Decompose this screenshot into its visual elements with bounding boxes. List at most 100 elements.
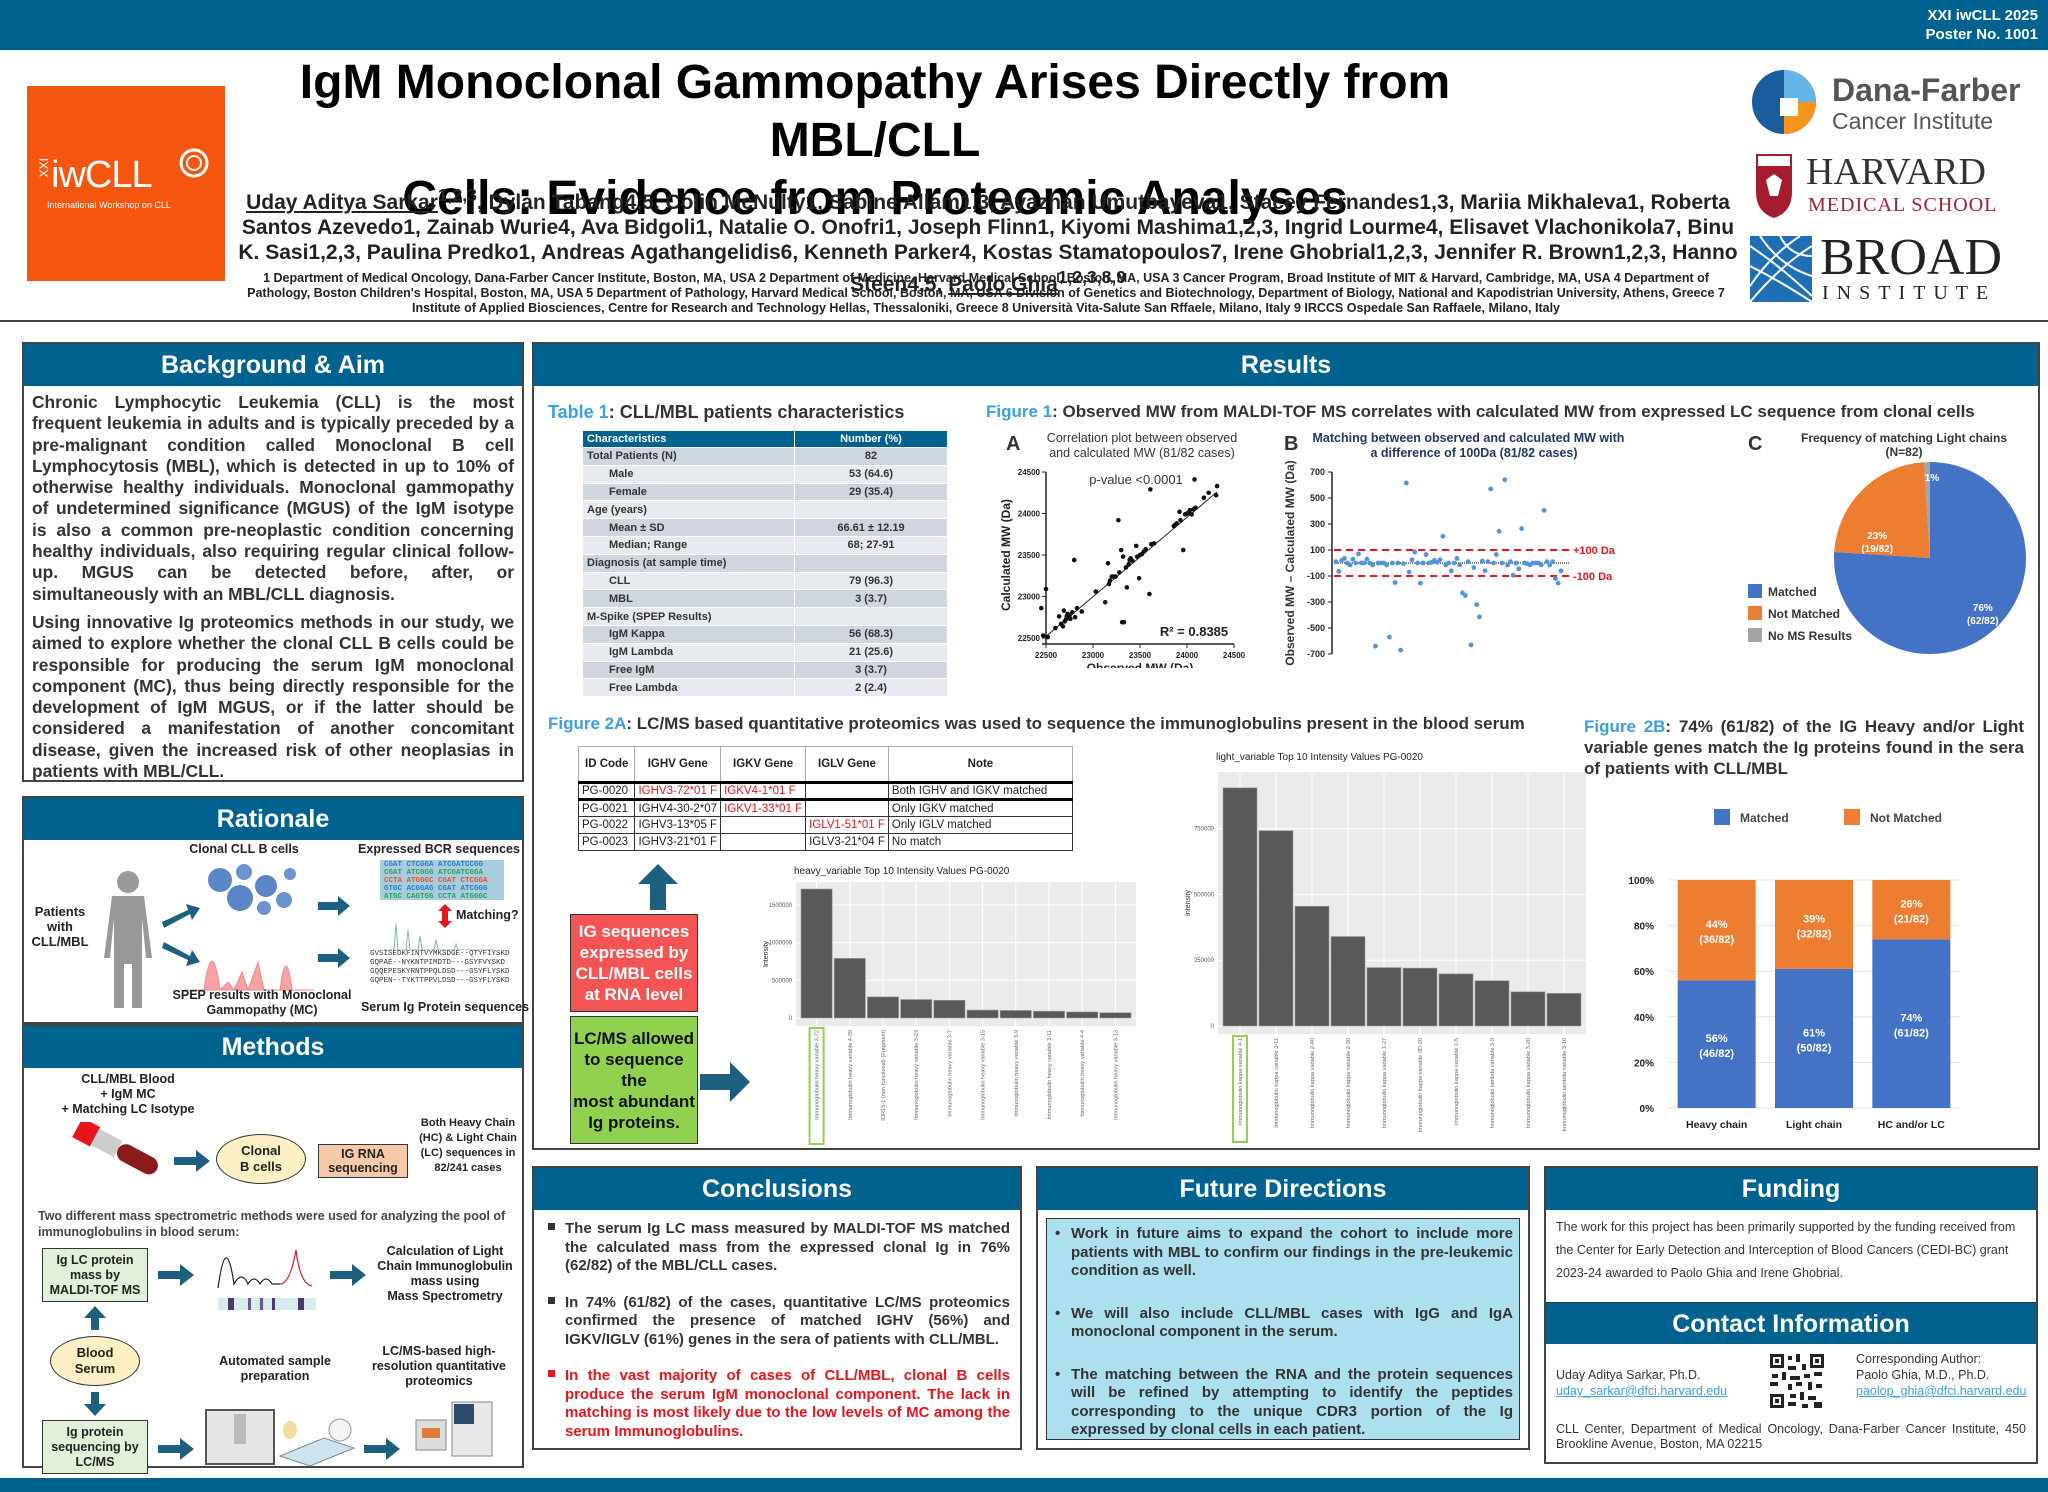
bar	[1510, 991, 1546, 1027]
bullet-icon	[548, 1296, 555, 1304]
gene-table-header: ID Code	[577, 746, 636, 783]
scatter-point	[1482, 568, 1488, 574]
box-line: at RNA level	[584, 985, 684, 1004]
heavy-variable-bar-chart: heavy_variable Top 10 Intensity Values P…	[763, 866, 1136, 1145]
scatter-point	[1074, 605, 1080, 611]
gene-cell-iglv: IGLV1-51*01 F	[805, 816, 889, 834]
label-line: resolution quantitative	[371, 1359, 507, 1373]
corresponding-author-label: Corresponding Author:	[1856, 1352, 1982, 1366]
scatter-point	[1148, 487, 1153, 492]
scatter-point	[1147, 591, 1152, 597]
bar	[966, 1009, 999, 1019]
y-tick-label: 40%	[1634, 1013, 1654, 1024]
note-line: (HC) & Light Chain	[419, 1132, 517, 1144]
row-label: Female	[582, 482, 795, 502]
figure1b-scatter: B Matching between observed and calculat…	[1283, 431, 1624, 666]
bar	[1258, 830, 1294, 1027]
label-line: preparation	[240, 1369, 310, 1383]
bar	[1330, 936, 1366, 1027]
legend-label: Not Matched	[1870, 811, 1942, 825]
first-author-sup: 1,2,3	[437, 185, 477, 205]
note-line: Both Heavy Chain	[420, 1117, 516, 1129]
bar	[1402, 967, 1438, 1027]
row-label: Free IgM	[582, 660, 795, 680]
bar	[999, 1010, 1032, 1019]
scatter-point	[1471, 565, 1477, 570]
affiliations: 1 Department of Medical Oncology, Dana-F…	[247, 271, 1725, 315]
spep-chart-icon	[184, 960, 314, 992]
bar	[1546, 993, 1582, 1027]
scatter-point	[1499, 560, 1505, 566]
row-value: 66.61 ± 12.19	[794, 518, 948, 537]
patients-label: Patients with CLL/MBL	[31, 904, 89, 949]
stacked-bar-not-matched	[1872, 880, 1951, 940]
corresponding-author-email-link[interactable]: paolop_ghia@dfci.harvard.edu	[1856, 1384, 2027, 1398]
bcr-line: CCTA ATGGGC CGAT CTCGGA	[384, 877, 488, 885]
scatter-point	[1505, 562, 1510, 568]
node-line: Ig protein	[66, 1424, 124, 1439]
x-tick-label: Immunoglobulin heavy variable 4-4	[1080, 1030, 1086, 1117]
iwcll-subtitle: International Workshop on CLL	[47, 200, 171, 210]
scatter-point	[1496, 528, 1502, 534]
pie-label: 76%	[1973, 603, 1993, 614]
ig-rna-seq-node: IG RNA sequencing	[318, 1144, 408, 1178]
x-tick-label: Immunoglobulin kappa variable 3-20	[1526, 1038, 1532, 1128]
bcr-sequences-box: CGAT CTCGGA ATCGATCCGG CGAT ATCGGG ATCGA…	[380, 860, 504, 901]
bar-data-label: 39%	[1803, 913, 1825, 925]
pie-label: 23%	[1867, 531, 1887, 542]
label-line: proteomics	[405, 1374, 473, 1388]
future-directions-panel: Future Directions • Work in future aims t…	[1036, 1166, 1530, 1450]
bullet-icon	[548, 1370, 555, 1377]
contact-author-email-link[interactable]: uday_sarkar@dfci.harvard.edu	[1556, 1384, 1728, 1398]
row-value: 2 (2.4)	[794, 678, 948, 698]
methods-diagram: CLL/MBL Blood + IgM MC + Matching LC Iso…	[24, 1068, 522, 1474]
broad-subtitle: INSTITUTE	[1822, 282, 1997, 304]
scatter-point	[1180, 547, 1186, 553]
protein-line: GQQEPESKYRNTPPQLDSD---GSYFLYSKD	[370, 968, 510, 976]
row-label: Mean ± SD	[582, 518, 795, 537]
scatter-point	[1061, 608, 1067, 613]
ms-spectrum-icon	[384, 923, 494, 950]
conclusion-item: In 74% (61/82) of the cases, quantitativ…	[548, 1294, 1010, 1350]
gene-cell-note: Only IGLV matched	[887, 816, 1073, 834]
future-directions-heading: Future Directions	[1038, 1168, 1528, 1210]
figure2a-caption-label: Figure 2A	[548, 714, 627, 733]
x-tick-label: Immunoglobulin heavy variable 3-23	[914, 1030, 920, 1120]
conclusion-text: In 74% (61/82) of the cases, quantitativ…	[565, 1293, 1010, 1348]
row-label: CLL	[582, 571, 795, 591]
x-tick-label: Immunoglobulin heavy variable 4-39	[848, 1030, 854, 1120]
scatter-point	[1342, 556, 1347, 561]
gene-cell-igkv: IGKV1-33*01 F	[720, 799, 807, 817]
legend-label: No MS Results	[1768, 629, 1852, 643]
minus-100-label: -100 Da	[1573, 571, 1613, 583]
y-tick-label: 1500000	[769, 903, 793, 909]
scatter-point	[1123, 565, 1129, 570]
gene-table-row: PG-0021 IGHV4-30-2*07 IGKV1-33*01 F Only IG…	[577, 799, 1073, 817]
results-panel: Results Table 1: CLL/MBL patients charac…	[532, 342, 2040, 1150]
bar	[1438, 973, 1474, 1027]
y-tick-label: 100	[1310, 545, 1325, 555]
spep-label: SPEP results with Monoclonal Gammopathy …	[172, 988, 352, 1017]
scatter-point	[1040, 633, 1046, 638]
row-value	[794, 553, 948, 573]
fig1a-title-line1: Correlation plot between observed	[1047, 431, 1237, 445]
row-label: Total Patients (N)	[582, 447, 795, 466]
scatter-point	[1454, 556, 1460, 561]
qr-code-icon[interactable]	[1768, 1352, 1826, 1410]
x-axis-label: Observed MW (Da)	[1087, 661, 1194, 668]
label-line: Automated sample	[219, 1354, 331, 1368]
patient-characteristics-table: Characteristics Number (%) Total Patient…	[582, 430, 948, 698]
row-label: Male	[582, 464, 795, 484]
bar-data-count: (61/82)	[1894, 1028, 1929, 1040]
scatter-point	[1485, 559, 1491, 565]
rationale-diagram: Patients with CLL/MBL Clonal CLL B cells…	[24, 840, 529, 1022]
table1-header: Number (%)	[794, 430, 948, 448]
bar	[1474, 980, 1510, 1027]
y-axis-label: Calculated MW (Da)	[999, 499, 1013, 611]
x-tick-label: Immunoglobulin lambda variable 3-10	[1562, 1038, 1568, 1131]
chart-title: heavy_variable Top 10 Intensity Values P…	[794, 866, 1010, 877]
panel-letter-c: C	[1748, 433, 1762, 455]
bcr-line: GTGC ACGGAG CGAT ATCGGG	[384, 885, 488, 893]
scatter-point	[1370, 562, 1375, 568]
bar-data-count: (46/82)	[1699, 1048, 1734, 1060]
